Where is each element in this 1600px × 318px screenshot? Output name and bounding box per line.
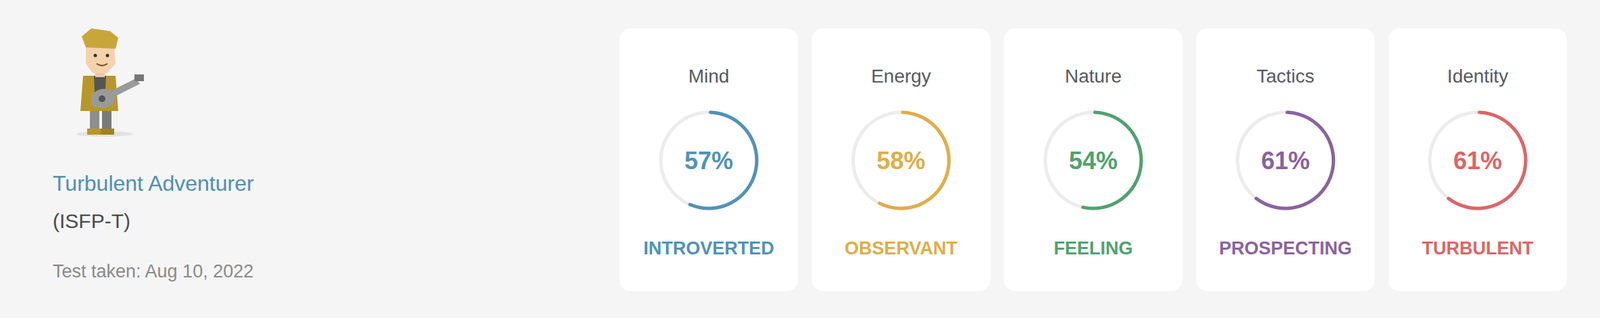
gauge-value: 54%	[1068, 146, 1118, 175]
avatar	[76, 28, 144, 137]
gauge-plot	[851, 110, 951, 211]
trait-card: Energy 58% OBSERVANT	[812, 28, 991, 291]
trait-title: Energy	[870, 65, 932, 87]
gauge-track	[659, 110, 759, 211]
card-background	[1388, 28, 1567, 291]
trait-title: Tactics	[1256, 65, 1315, 87]
card-background	[1196, 28, 1375, 291]
gauge-track	[1428, 110, 1528, 211]
card-background	[619, 28, 798, 291]
gauge-track	[851, 110, 951, 211]
avatar-shoe	[100, 128, 115, 135]
gauge-value: 58%	[876, 146, 925, 175]
trait-card: Nature 54% FEELING	[1004, 28, 1183, 291]
gauge-plot	[659, 110, 759, 211]
trait-card: Tactics 61% PROSPECTING	[1196, 28, 1375, 291]
gauge-track	[1043, 110, 1144, 211]
gauge-arc	[1446, 110, 1528, 211]
gauge-plot	[1428, 110, 1528, 211]
gauge-value: 61%	[1453, 146, 1503, 175]
trait-title: Mind	[688, 65, 730, 87]
trait-title: Identity	[1447, 65, 1509, 87]
trait-label: FEELING	[1053, 237, 1133, 259]
avatar-leg	[89, 108, 100, 132]
card-background	[812, 28, 991, 291]
trait-card: Identity 61% TURBULENT	[1388, 28, 1567, 291]
avatar-eye	[93, 54, 98, 58]
gauge-plot	[1043, 110, 1144, 211]
avatar-guitar-hole	[98, 95, 106, 103]
avatar-hair	[81, 28, 119, 49]
trait-label: PROSPECTING	[1218, 237, 1353, 259]
profile-title: Turbulent Adventurer	[52, 170, 255, 196]
gauge-track	[1235, 110, 1336, 211]
trait-label: OBSERVANT	[844, 237, 959, 259]
gauge-arc	[1254, 110, 1336, 211]
page: Turbulent Adventurer (ISFP-T) Test taken: …	[0, 0, 1600, 318]
avatar-leg	[102, 108, 112, 132]
gauge-value: 57%	[684, 146, 734, 175]
card-background	[1004, 28, 1183, 291]
test-date: Test taken: Aug 10, 2022	[52, 260, 254, 282]
avatar-guitar-head	[134, 74, 144, 82]
profile-code: (ISFP-T)	[52, 209, 131, 232]
avatar-shoe	[87, 128, 101, 135]
trait-card: Mind 57% INTROVERTED	[619, 28, 798, 291]
avatar-eye	[106, 54, 110, 58]
trait-title: Nature	[1064, 65, 1122, 87]
trait-label: TURBULENT	[1422, 237, 1534, 259]
trait-label: INTROVERTED	[643, 237, 775, 259]
avatar-guitar	[90, 78, 140, 109]
avatar-smile	[96, 63, 108, 66]
gauge-value: 61%	[1260, 146, 1310, 175]
gauge-plot	[1235, 110, 1336, 211]
